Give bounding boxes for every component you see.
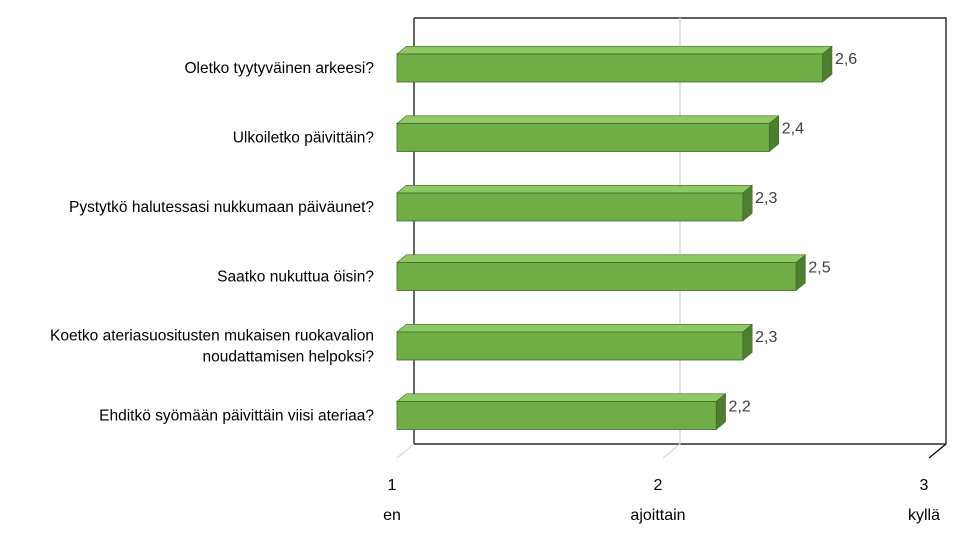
bar [396, 393, 727, 431]
bar-front-face [396, 192, 744, 222]
x-tick-sublabel: en [383, 507, 401, 524]
x-tick-sublabel: ajoittain [630, 507, 685, 524]
gridline-floor [396, 443, 415, 459]
bar-top-face [396, 185, 753, 194]
x-tick-sublabel: kyllä [908, 507, 940, 524]
bar-front-face [396, 123, 770, 152]
bar-top-face [396, 323, 753, 333]
gridlines [396, 18, 681, 459]
gridline-floor [662, 443, 681, 459]
floor-right-edge [928, 443, 947, 459]
category-labels: Oletko tyytyväinen arkeesi? Ulkoiletko pä… [50, 60, 374, 425]
bar-front-face [396, 53, 824, 83]
bar-top-face [396, 254, 807, 263]
data-label: 2,3 [755, 329, 777, 346]
category-label: Oletko tyytyväinen arkeesi? [184, 60, 374, 77]
bars [396, 45, 833, 431]
data-labels: 2,6 2,4 2,3 2,5 2,3 2,2 [729, 51, 858, 416]
category-label: Ehditkö syömään päivittäin viisi ateriaa… [99, 408, 374, 425]
bar-front-face [396, 331, 744, 361]
bar [396, 323, 753, 361]
category-label: Saatko nukuttua öisin? [217, 269, 374, 286]
category-label: Pystytkö halutessasi nukkumaan päiväunet… [69, 199, 374, 216]
category-label-line: Koetko ateriasuositusten mukaisen ruokav… [50, 328, 374, 345]
data-label: 2,6 [835, 51, 857, 68]
bar-front-face [396, 401, 717, 430]
x-tick-label: 3 [920, 477, 929, 494]
category-label-line: Saatko nukuttua öisin? [217, 269, 374, 286]
x-axis-tick-labels: 1 en 2 ajoittain 3 kyllä [383, 477, 940, 524]
x-tick-label: 2 [654, 477, 663, 494]
category-label-line: Pystytkö halutessasi nukkumaan päiväunet… [69, 199, 374, 216]
data-label: 2,3 [755, 190, 777, 207]
bar-front-face [396, 262, 797, 291]
category-label: Koetko ateriasuositusten mukaisen ruokav… [50, 328, 374, 366]
category-label: Ulkoiletko päivittäin? [233, 130, 375, 147]
category-label-line: Ulkoiletko päivittäin? [233, 130, 375, 147]
category-label-line: Ehditkö syömään päivittäin viisi ateriaa… [99, 408, 374, 425]
data-label: 2,5 [808, 260, 830, 277]
bar-top-face [396, 45, 833, 55]
bar [396, 254, 807, 292]
bar [396, 115, 780, 153]
back-wall-frame [414, 17, 947, 444]
bar [396, 45, 833, 83]
bar [396, 184, 753, 222]
bar-top-face [396, 393, 727, 402]
x-tick-label: 1 [388, 477, 397, 494]
data-label: 2,2 [729, 399, 751, 416]
category-label-line: noudattamisen helpoksi? [203, 349, 375, 366]
category-label-line: Oletko tyytyväinen arkeesi? [184, 60, 374, 77]
bar-top-face [396, 115, 780, 124]
data-label: 2,4 [782, 121, 804, 138]
